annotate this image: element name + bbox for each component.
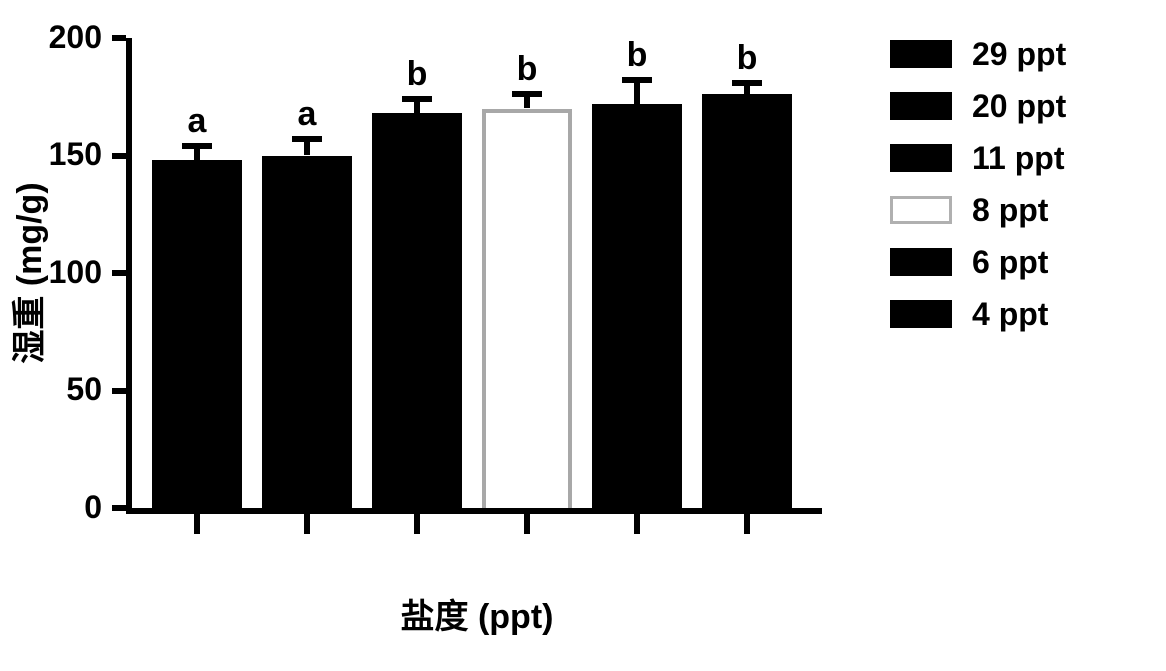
error-bar-cap <box>182 143 212 149</box>
legend-item: 20 ppt <box>890 92 1066 120</box>
x-tick <box>524 514 530 534</box>
y-tick <box>112 505 126 511</box>
x-tick <box>194 514 200 534</box>
error-bar-stem <box>634 80 640 104</box>
legend-item: 8 ppt <box>890 196 1048 224</box>
bar <box>372 113 462 508</box>
bar <box>152 160 242 508</box>
bar <box>702 94 792 508</box>
bar-annotation: a <box>152 102 242 141</box>
legend-label: 6 ppt <box>972 244 1048 281</box>
legend-label: 20 ppt <box>972 88 1066 125</box>
legend-swatch <box>890 92 952 120</box>
bar <box>592 104 682 508</box>
y-axis-line <box>126 38 132 514</box>
legend-swatch <box>890 40 952 68</box>
bar-annotation: b <box>702 39 792 78</box>
legend-item: 11 ppt <box>890 144 1064 172</box>
bar-annotation: b <box>482 50 572 89</box>
legend-label: 4 ppt <box>972 296 1048 333</box>
legend-label: 11 ppt <box>972 140 1064 177</box>
y-tick <box>112 35 126 41</box>
x-tick <box>744 514 750 534</box>
legend-swatch <box>890 196 952 224</box>
legend-item: 6 ppt <box>890 248 1048 276</box>
error-bar-cap <box>292 136 322 142</box>
x-tick <box>304 514 310 534</box>
bar-annotation: a <box>262 95 352 134</box>
legend-item: 4 ppt <box>890 300 1048 328</box>
y-tick <box>112 270 126 276</box>
bar-chart-figure: 050100150200aabbbb 湿重 (mg/g) 盐度 (ppt) 29… <box>0 0 1166 671</box>
x-axis-line <box>126 508 822 514</box>
bar-annotation: b <box>372 55 462 94</box>
error-bar-cap <box>512 91 542 97</box>
error-bar-cap <box>732 80 762 86</box>
plot-area: 050100150200aabbbb <box>132 38 822 508</box>
legend-label: 29 ppt <box>972 36 1066 73</box>
legend-item: 29 ppt <box>890 40 1066 68</box>
legend: 29 ppt 20 ppt 11 ppt 8 ppt 6 ppt 4 ppt <box>890 40 1150 352</box>
error-bar-cap <box>402 96 432 102</box>
bar <box>482 109 572 509</box>
y-tick <box>112 153 126 159</box>
bar <box>262 156 352 509</box>
y-tick <box>112 388 126 394</box>
x-tick <box>414 514 420 534</box>
legend-swatch <box>890 300 952 328</box>
legend-swatch <box>890 144 952 172</box>
error-bar-cap <box>622 77 652 83</box>
legend-label: 8 ppt <box>972 192 1048 229</box>
x-tick <box>634 514 640 534</box>
x-axis-title: 盐度 (ppt) <box>132 589 822 638</box>
y-axis-title: 湿重 (mg/g) <box>2 38 42 508</box>
legend-swatch <box>890 248 952 276</box>
bar-annotation: b <box>592 36 682 75</box>
